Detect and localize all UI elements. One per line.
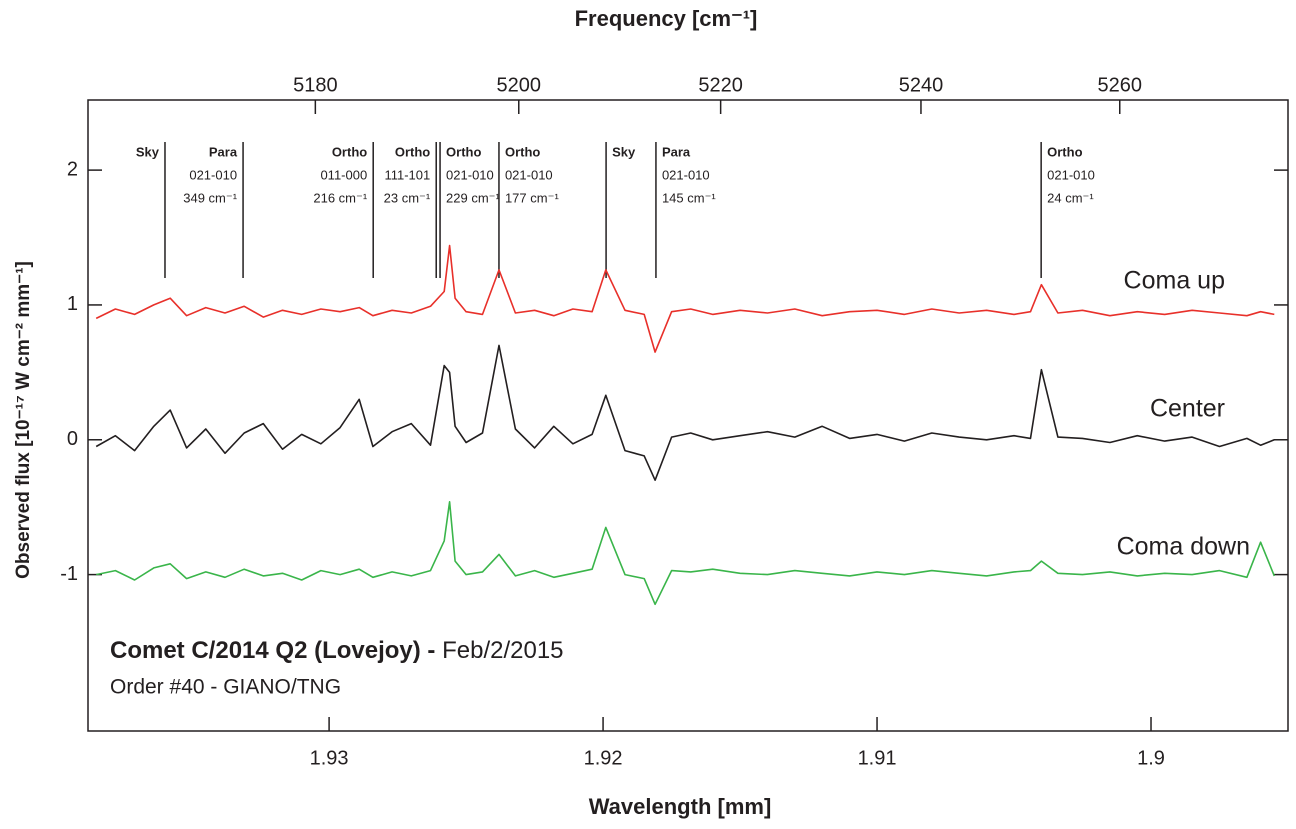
annotation-text: 011-000: [320, 167, 367, 182]
annotation-text: 021-010: [505, 167, 553, 182]
annotation-text: Ortho: [395, 144, 430, 159]
info-title: Comet C/2014 Q2 (Lovejoy) - Feb/2/2015: [110, 637, 564, 664]
annotation-text: 349 cm⁻¹: [183, 190, 237, 205]
annotation-text: Ortho: [446, 144, 481, 159]
annotation-text: Ortho: [1047, 144, 1082, 159]
annotation-text: 24 cm⁻¹: [1047, 190, 1094, 205]
x2-tick-label: 5260: [1098, 74, 1143, 96]
series-label: Coma up: [1124, 267, 1225, 295]
annotation-text: 23 cm⁻¹: [384, 190, 431, 205]
top-axis-title: Frequency [cm⁻¹]: [575, 6, 758, 31]
series-line: [96, 501, 1276, 606]
x-tick-label: 1.91: [858, 747, 897, 769]
annotation-text: Para: [662, 144, 691, 159]
series-line: [95, 244, 1275, 353]
annotation-text: 216 cm⁻¹: [313, 190, 367, 205]
info-name: Comet C/2014 Q2 (Lovejoy) -: [110, 637, 435, 664]
annotation-text: 021-010: [189, 167, 237, 182]
series-line: [95, 344, 1275, 481]
x-axis-title: Wavelength [mm]: [589, 794, 772, 819]
info-subtitle: Order #40 - GIANO/TNG: [110, 676, 341, 699]
x-tick-label: 1.9: [1137, 747, 1165, 769]
annotation-text: 145 cm⁻¹: [662, 190, 716, 205]
series-label: Center: [1150, 395, 1225, 423]
annotation-text: 021-010: [1047, 167, 1095, 182]
y-tick-label: 1: [67, 293, 78, 315]
annotation-text: Para: [209, 144, 238, 159]
annotation-text: 229 cm⁻¹: [446, 190, 500, 205]
annotation-text: 111-101: [384, 167, 430, 182]
annotation-text: Sky: [136, 144, 160, 159]
x-tick-label: 1.92: [584, 747, 623, 769]
x2-tick-label: 5220: [698, 74, 743, 96]
y-tick-label: 2: [67, 158, 78, 180]
annotation-text: 177 cm⁻¹: [505, 190, 559, 205]
y-axis-title: Observed flux [10⁻¹⁷ W cm⁻² mm⁻¹]: [13, 261, 34, 579]
series-label: Coma down: [1117, 533, 1250, 561]
x2-tick-label: 5180: [293, 74, 338, 96]
plot-frame: [87, 99, 1289, 732]
x-tick-label: 1.93: [310, 747, 349, 769]
y-tick-label: -1: [60, 563, 78, 585]
annotation-text: Sky: [612, 144, 636, 159]
y-tick-label: 0: [67, 428, 78, 450]
annotation-text: 021-010: [662, 167, 710, 182]
x2-tick-label: 5240: [899, 74, 944, 96]
annotation-text: 021-010: [446, 167, 494, 182]
x2-tick-label: 5200: [497, 74, 542, 96]
annotation-text: Ortho: [332, 144, 367, 159]
info-date: Feb/2/2015: [442, 637, 563, 664]
annotation-text: Ortho: [505, 144, 540, 159]
